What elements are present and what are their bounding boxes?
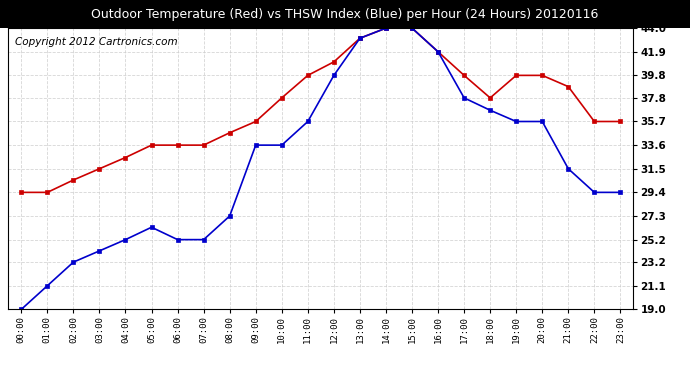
Text: Copyright 2012 Cartronics.com: Copyright 2012 Cartronics.com <box>14 37 177 46</box>
Text: Outdoor Temperature (Red) vs THSW Index (Blue) per Hour (24 Hours) 20120116: Outdoor Temperature (Red) vs THSW Index … <box>91 8 599 21</box>
